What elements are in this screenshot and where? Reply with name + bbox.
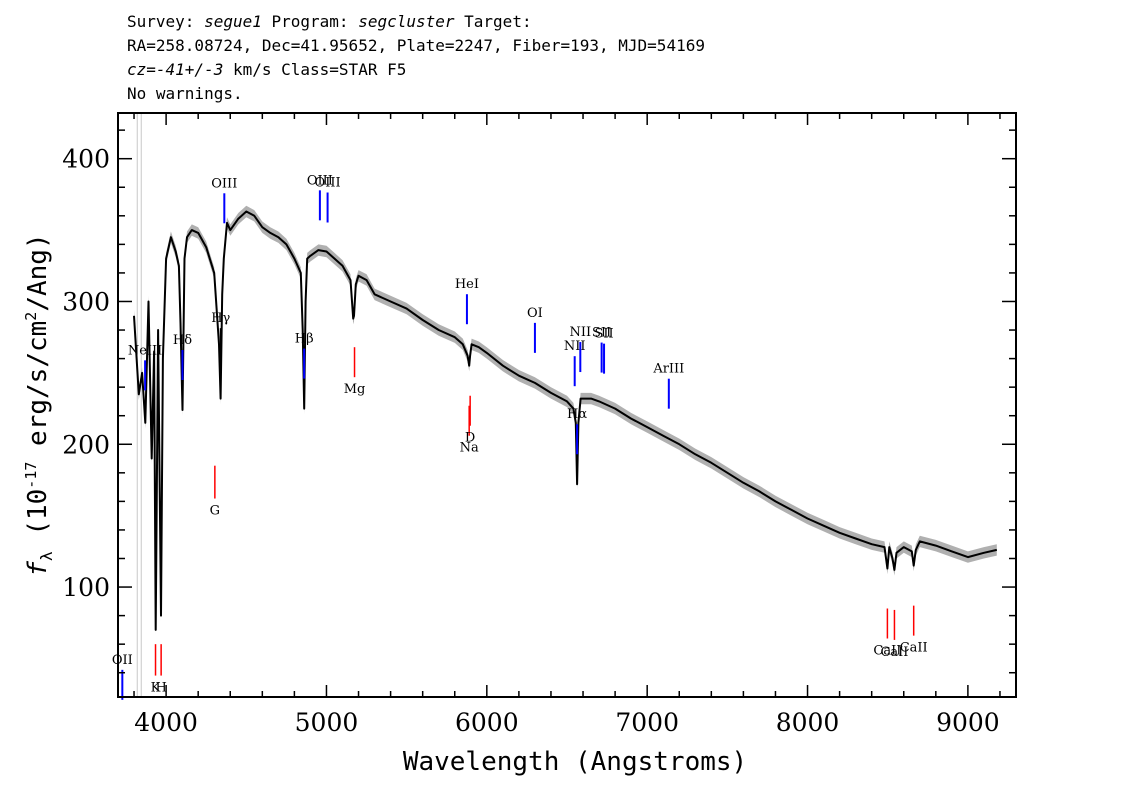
x-tick-label: 7000 [615,708,679,737]
y-axis-title-part: erg/s/cm [23,321,53,462]
y-axis-title-part: λ [37,551,56,561]
emission-line-label: NeIII [128,343,162,358]
x-tick-label: 4000 [134,708,198,737]
header-line-2: RA=258.08724, Dec=41.95652, Plate=2247, … [127,36,705,55]
emission-line-label: NII [569,325,591,340]
emission-line-label: OIII [315,176,341,191]
emission-line-label: Hδ [173,333,192,348]
emission-line-label: Hβ [295,332,314,347]
cz-label: cz [127,60,147,79]
absorption-line-label: Mg [344,382,366,397]
y-axis-title-part: /Ang) [23,233,53,311]
emission-line-label: NII [564,339,586,354]
error-band [134,205,997,636]
survey-value: segue1 [204,12,262,31]
emission-line-label: OII [112,653,133,668]
emission-line-label: Hγ [211,311,230,326]
absorption-line-label: CaII [880,645,908,660]
emission-line-label: OIII [307,173,333,188]
absorption-line-label: G [210,504,220,519]
absorption-line-label: K [151,681,161,696]
x-tick-label: 5000 [295,708,359,737]
x-axis-title: Wavelength (Angstroms) [403,747,747,777]
x-tick-label: 6000 [455,708,519,737]
target-label: Target: [454,12,532,31]
cz-value: =-41+/-3 [146,60,224,79]
y-axis-title-part: (10 [23,489,53,552]
emission-line-label: HeI [455,277,479,292]
absorption-line-label: CaII [873,643,901,658]
header-line-1: Survey: segue1 Program: segcluster Targe… [127,10,532,34]
y-axis-title-part: f [23,561,53,577]
y-axis-title: fλ (10-17 erg/s/cm2/Ang) [22,233,56,576]
flux-line [133,210,998,631]
y-tick-label: 100 [62,573,110,602]
plot-frame [117,112,1017,698]
y-tick-label: 300 [62,287,110,316]
y-tick-label: 200 [62,430,110,459]
cz-rest: km/s Class=STAR F5 [223,60,407,79]
header-line-3: cz=-41+/-3 km/s Class=STAR F5 [127,58,406,82]
emission-line-label: SII [592,326,611,341]
y-axis-title-part: 2 [22,312,40,321]
emission-line-label: OI [527,306,543,321]
absorption-line-label: CaII [900,641,928,656]
emission-line-label: SII [594,327,613,342]
y-tick-label: 400 [62,145,110,174]
y-axis-title-part: -17 [22,462,40,489]
emission-line-label: Hα [567,407,587,422]
emission-line-label: OIII [211,176,237,191]
absorption-line-label: D [465,431,475,446]
x-tick-label: 9000 [936,708,1000,737]
header-line-4: No warnings. [127,84,243,103]
x-tick-label: 8000 [776,708,840,737]
emission-line-label: ArIII [652,362,684,377]
program-label: Program: [261,12,359,31]
absorption-line-label: H [155,681,166,696]
survey-label: Survey: [127,12,205,31]
program-value: segcluster [358,12,455,31]
absorption-line-label: Na [460,441,479,456]
